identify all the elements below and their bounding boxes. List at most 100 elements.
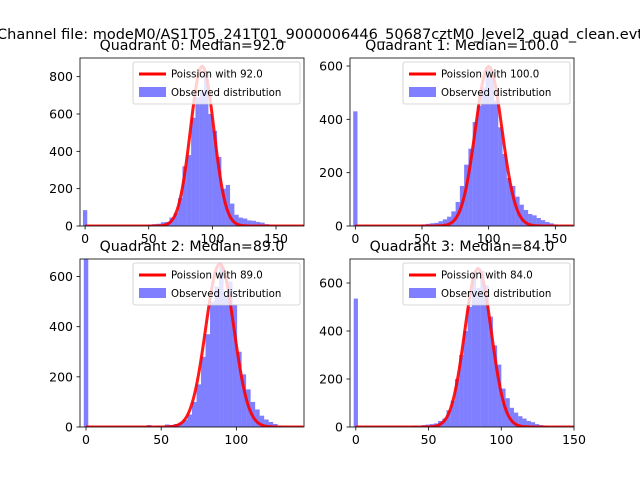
quadrant-1-legend-box xyxy=(402,61,571,105)
quadrant-1-histogram-bar xyxy=(472,122,477,226)
quadrant-1-y-tick-label: 400 xyxy=(319,112,343,127)
quadrant-0-legend-box xyxy=(132,61,301,105)
quadrant-1-x-tick-label: 100 xyxy=(477,231,501,246)
quadrant-1-y-tick-label: 200 xyxy=(319,165,343,180)
quadrant-3-histogram-bar xyxy=(454,379,460,427)
quadrant-0-histogram-bar xyxy=(251,220,257,226)
figure-suptitle: Channel file: modeM0/AS1T05_241T01_90000… xyxy=(0,27,640,43)
quadrant-0-zero-spike-bar xyxy=(82,210,88,226)
quadrant-0-y-tick-label: 200 xyxy=(49,181,73,196)
quadrant-3-legend-hist-swatch xyxy=(409,288,436,298)
quadrant-1-axes-frame xyxy=(349,57,575,227)
quadrant-0-histogram-bar xyxy=(204,71,209,226)
quadrant-2-histogram-bar xyxy=(219,266,224,427)
quadrant-2-legend-hist-swatch xyxy=(139,288,166,298)
quadrant-3-histogram-bar xyxy=(446,410,451,427)
quadrant-1-histogram-bar xyxy=(481,87,486,226)
quadrant-0-legend-label-poisson: Poission with 92.0 xyxy=(171,70,263,81)
quadrant-2-histogram-bar xyxy=(210,301,215,427)
quadrant-3-x-tick-label: 100 xyxy=(489,432,513,447)
quadrant-3-y-tick-label: 0 xyxy=(335,420,343,435)
quadrant-1-title: Quadrant 1: Median=100.0 xyxy=(365,38,559,54)
quadrant-1-legend-hist-swatch xyxy=(409,87,436,97)
quadrant-0-histogram-bar xyxy=(225,184,231,226)
quadrant-1-legend: Poission with 100.0 Observed distribution xyxy=(402,61,571,105)
quadrant-1-x-tick-label: 50 xyxy=(414,231,430,246)
quadrant-3-x-tick-label: 50 xyxy=(421,432,437,447)
quadrant-1-histogram-bar xyxy=(489,76,494,226)
quadrant-0-x-tick-label: 100 xyxy=(200,231,224,246)
quadrant-2-legend-label-observed: Observed distribution xyxy=(171,289,281,300)
quadrant-3-histogram-bar xyxy=(471,273,477,427)
quadrant-0-histogram-bar xyxy=(182,166,187,226)
quadrant-3-histogram-bar xyxy=(518,416,523,427)
quadrant-1-histogram-bar xyxy=(494,100,499,226)
quadrant-2-legend: Poission with 89.0 Observed distribution xyxy=(132,262,301,306)
quadrant-1-histogram-bar xyxy=(511,186,516,226)
quadrant-2-histogram-bar xyxy=(214,286,220,427)
quadrant-3-legend: Poission with 84.0 Observed distribution xyxy=(402,262,571,306)
quadrant-1-histogram-bar xyxy=(451,211,456,226)
quadrant-1-histogram-bar xyxy=(506,178,512,226)
quadrant-0-histogram-bar xyxy=(238,217,244,226)
quadrant-0-histogram-bar xyxy=(256,221,261,226)
quadrant-1-panel: 0 50 100 150 0 200 400 600 Quadrant 1: Median=10… xyxy=(319,38,575,246)
quadrant-0-panel: 0 50 100 150 0 200 400 600 800 Quadrant 0: Median… xyxy=(49,38,305,246)
quadrant-2-y-tick-label: 200 xyxy=(49,369,73,384)
quadrant-3-legend-label-observed: Observed distribution xyxy=(441,289,551,300)
quadrant-2-histogram-bar xyxy=(241,374,247,427)
quadrant-1-plot-area xyxy=(353,65,574,226)
quadrant-2-axes-frame xyxy=(79,258,305,428)
quadrant-0-x-tick-label: 150 xyxy=(264,231,288,246)
quadrant-0-histogram-bar xyxy=(178,198,183,226)
quadrant-2-x-tick-label: 50 xyxy=(153,432,169,447)
quadrant-0-histogram-bar xyxy=(199,91,205,226)
quadrant-2-histogram-bar xyxy=(255,409,260,427)
quadrant-3-legend-label-poisson: Poission with 84.0 xyxy=(441,271,533,282)
quadrant-3-histogram-bar xyxy=(463,331,468,427)
quadrant-3-title: Quadrant 3: Median=84.0 xyxy=(370,239,555,255)
quadrant-0-histogram-bar xyxy=(186,155,192,226)
quadrant-0-histogram-bar xyxy=(173,212,179,226)
quadrant-2-histogram-bar xyxy=(259,415,265,427)
quadrant-2-histogram-bar xyxy=(187,414,192,427)
quadrant-2-histogram-bar xyxy=(223,296,229,427)
quadrant-2-histogram-bar xyxy=(205,334,211,427)
quadrant-2-zero-spike-bar xyxy=(83,259,89,427)
quadrant-3-histogram-bar xyxy=(484,285,489,427)
quadrant-0-histogram-bar xyxy=(230,203,235,226)
quadrant-3-histogram-bar xyxy=(530,422,536,427)
quadrant-3-histogram-bar xyxy=(459,355,464,427)
quadrant-2-x-tick-label: 0 xyxy=(82,432,90,447)
quadrant-1-histogram-bar xyxy=(476,106,482,226)
quadrant-0-histogram-bar xyxy=(221,188,226,226)
quadrant-0-histogram-bar xyxy=(234,214,239,226)
quadrant-3-histogram-bar xyxy=(522,418,527,427)
quadrant-2-histogram-bar xyxy=(264,419,269,427)
quadrant-3-y-tick-label: 200 xyxy=(319,372,343,387)
quadrant-1-histogram-bar xyxy=(502,154,507,226)
quadrant-2-histogram-bar xyxy=(196,384,202,427)
quadrant-0-histogram-bar xyxy=(217,156,222,226)
quadrant-0-histogram-bar xyxy=(247,220,252,226)
quadrant-1-histogram-bar xyxy=(545,222,550,226)
quadrant-3-x-tick-label: 150 xyxy=(562,432,586,447)
quadrant-3-histogram-bar xyxy=(480,271,485,427)
quadrant-2-histogram-bar xyxy=(237,351,242,427)
quadrant-3-y-tick-label: 400 xyxy=(319,324,343,339)
quadrant-3-histogram-bar xyxy=(492,345,498,427)
quadrant-2-histogram-bar xyxy=(268,421,274,427)
quadrant-3-histogram-bar xyxy=(509,407,514,427)
quadrant-1-histogram-bar xyxy=(464,164,469,226)
quadrant-0-title: Quadrant 0: Median=92.0 xyxy=(100,38,285,54)
quadrant-0-y-tick-label: 800 xyxy=(49,69,73,84)
quadrant-0-axes-frame xyxy=(79,57,305,227)
quadrant-2-histogram-bar xyxy=(228,281,233,427)
quadrant-3-histogram-bar xyxy=(476,287,481,427)
quadrant-1-histogram-bar xyxy=(519,204,524,226)
quadrant-2-y-tick-label: 0 xyxy=(65,420,73,435)
quadrant-0-y-tick-label: 400 xyxy=(49,144,73,159)
quadrant-1-histogram-bar xyxy=(447,216,452,226)
quadrant-0-histogram-bar xyxy=(212,130,218,226)
